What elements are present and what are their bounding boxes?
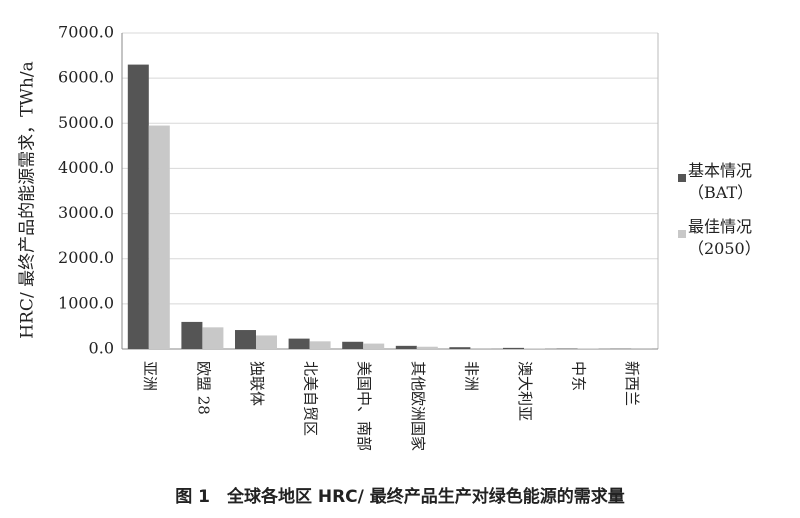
x-tick-label: 澳大利亚 <box>516 361 534 421</box>
bar <box>127 64 149 349</box>
x-tick-label: 亚洲 <box>141 361 159 391</box>
bar <box>148 125 170 350</box>
y-tick-label: 0.0 <box>89 339 114 358</box>
x-tick-label: 非洲 <box>462 361 480 391</box>
bar <box>363 343 385 349</box>
x-tick-label: 新西兰 <box>623 361 641 406</box>
bar <box>470 348 492 349</box>
y-tick-label: 1000.0 <box>58 293 114 312</box>
y-tick-label: 4000.0 <box>58 158 114 177</box>
bar <box>309 341 331 349</box>
y-tick-label: 3000.0 <box>58 203 114 222</box>
x-tick-label: 独联体 <box>248 361 266 406</box>
y-tick-label: 2000.0 <box>58 248 114 267</box>
caption: 图 1 全球各地区 HRC/ 最终产品生产对绿色能源的需求量 <box>175 487 625 507</box>
x-tick-label: 欧盟 28 <box>194 361 212 415</box>
bar <box>503 347 524 349</box>
legend-label: 基本情况（BAT） <box>688 161 754 202</box>
y-tick-label: 5000.0 <box>58 113 114 132</box>
bar <box>524 348 545 349</box>
bar <box>235 330 256 349</box>
bar <box>181 321 203 349</box>
x-tick-label: 中东 <box>570 361 588 391</box>
y-axis-label: HRC/ 最终产品的能源需求，TWh/a <box>18 61 38 338</box>
y-tick-label: 6000.0 <box>58 68 114 87</box>
legend-swatch <box>678 230 686 238</box>
bar <box>202 327 224 349</box>
legend-swatch <box>678 174 686 182</box>
x-tick-label: 北美自贸区 <box>302 361 320 436</box>
x-tick-label: 美国中、南部 <box>355 361 373 451</box>
legend-entry: 最佳情况（2050） <box>678 216 798 260</box>
x-tick-label: 其他欧洲国家 <box>409 361 427 451</box>
bar <box>256 335 277 349</box>
legend-entry: 基本情况（BAT） <box>678 160 798 204</box>
bar <box>342 341 364 349</box>
legend-label: 最佳情况（2050） <box>688 217 761 258</box>
bar <box>288 338 310 349</box>
bar <box>416 346 438 349</box>
y-tick-label: 7000.0 <box>58 23 114 42</box>
bar <box>449 347 471 349</box>
bar <box>395 345 417 349</box>
